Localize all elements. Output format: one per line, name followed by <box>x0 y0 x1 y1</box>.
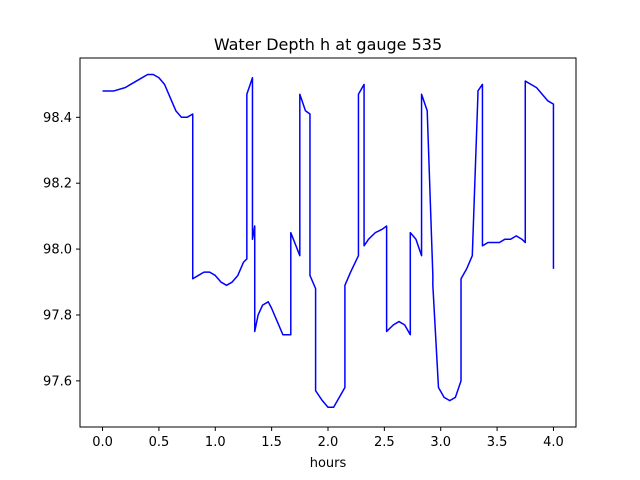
x-axis-label: hours <box>310 456 347 471</box>
series-layer <box>102 73 555 408</box>
series-line-0 <box>102 73 555 408</box>
x-axis: 0.0 0.5 1.0 1.5 2.0 2.5 3.0 3.5 4.0 <box>92 427 564 450</box>
x-tick-label: 0.5 <box>149 435 170 450</box>
chart-title: Water Depth h at gauge 535 <box>214 35 442 54</box>
x-tick-label: 1.5 <box>261 435 282 450</box>
x-tick-label: 0.0 <box>92 435 113 450</box>
y-axis: 97.6 97.8 98.0 98.2 98.4 <box>43 111 80 389</box>
y-tick-label: 98.2 <box>43 177 72 192</box>
y-tick-label: 97.6 <box>43 374 72 389</box>
y-tick-label: 98.4 <box>43 111 72 126</box>
x-tick-label: 1.0 <box>205 435 226 450</box>
x-tick-label: 3.5 <box>487 435 508 450</box>
x-tick-label: 2.0 <box>318 435 339 450</box>
y-tick-label: 97.8 <box>43 308 72 323</box>
x-tick-label: 3.0 <box>430 435 451 450</box>
x-tick-label: 2.5 <box>374 435 395 450</box>
x-tick-label: 4.0 <box>543 435 564 450</box>
y-tick-label: 98.0 <box>43 243 72 258</box>
